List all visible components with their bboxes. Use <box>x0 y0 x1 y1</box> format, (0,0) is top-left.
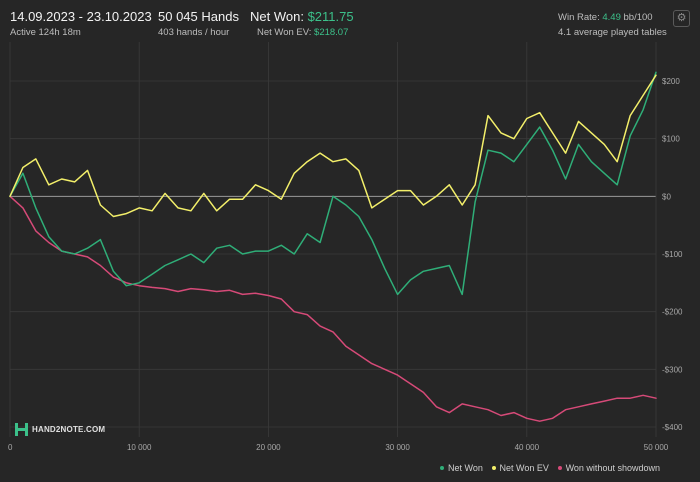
y-tick-label: -$200 <box>662 308 683 317</box>
x-tick-label: 40 000 <box>515 443 540 452</box>
y-tick-label: -$400 <box>662 423 683 432</box>
average-tables: 4.1 average played tables <box>558 27 667 38</box>
legend-net-won[interactable]: Net Won <box>440 461 483 475</box>
x-tick-label: 20 000 <box>256 443 281 452</box>
win-rate-label: Win Rate: <box>558 12 600 23</box>
win-rate-summary: Win Rate: 4.49 bb/100 <box>558 12 653 23</box>
active-time: Active 124h 18m <box>10 27 81 38</box>
y-tick-label: $0 <box>662 192 671 201</box>
legend-dot-won-without-showdown <box>557 466 562 470</box>
net-won-line <box>9 71 657 296</box>
x-tick-label: 0 <box>8 443 13 452</box>
win-rate-unit: bb/100 <box>623 12 653 23</box>
legend-won-without-showdown[interactable]: Won without showdown <box>557 461 660 475</box>
x-tick-label: 50 000 <box>644 443 669 452</box>
net-won-ev-summary: Net Won EV: $218.07 <box>257 27 348 38</box>
won-without-showdown-line <box>9 195 657 422</box>
hand2note-logo: HAND2NOTE.COM <box>15 423 105 436</box>
net-won-ev-value: $218.07 <box>314 27 349 38</box>
y-tick-label: $200 <box>662 77 680 86</box>
legend-net-won-ev[interactable]: Net Won EV <box>491 461 549 475</box>
hand2note-logo-icon <box>15 423 28 436</box>
stats-header: 14.09.2023 - 23.10.2023 Active 124h 18m … <box>0 0 700 42</box>
legend-label: Net Won <box>448 463 483 473</box>
date-range: 14.09.2023 - 23.10.2023 <box>10 9 152 24</box>
x-tick-label: 30 000 <box>385 443 410 452</box>
y-tick-label: -$100 <box>662 250 683 259</box>
legend-label: Won without showdown <box>565 463 660 473</box>
y-tick-label: $100 <box>662 135 680 144</box>
net-won-value: $211.75 <box>307 9 354 24</box>
logo-text: HAND2NOTE.COM <box>32 425 106 434</box>
net-won-ev-line <box>9 74 657 218</box>
net-won-label: Net Won: <box>250 9 304 24</box>
legend-dot-net-won <box>440 466 444 470</box>
x-tick-label: 10 000 <box>127 443 152 452</box>
net-won-summary: Net Won: $211.75 <box>250 9 354 24</box>
hands-count: 50 045 Hands <box>158 9 239 24</box>
hands-per-hour: 403 hands / hour <box>158 27 230 38</box>
net-won-ev-label: Net Won EV: <box>257 27 312 38</box>
chart-legend: Net Won Net Won EV Won without showdown <box>440 461 660 475</box>
legend-label: Net Won EV <box>499 463 549 473</box>
legend-dot-net-won-ev <box>491 466 496 470</box>
win-rate-value: 4.49 <box>602 12 621 23</box>
gear-icon[interactable]: ⚙ <box>673 10 690 27</box>
y-tick-label: -$300 <box>662 365 683 374</box>
